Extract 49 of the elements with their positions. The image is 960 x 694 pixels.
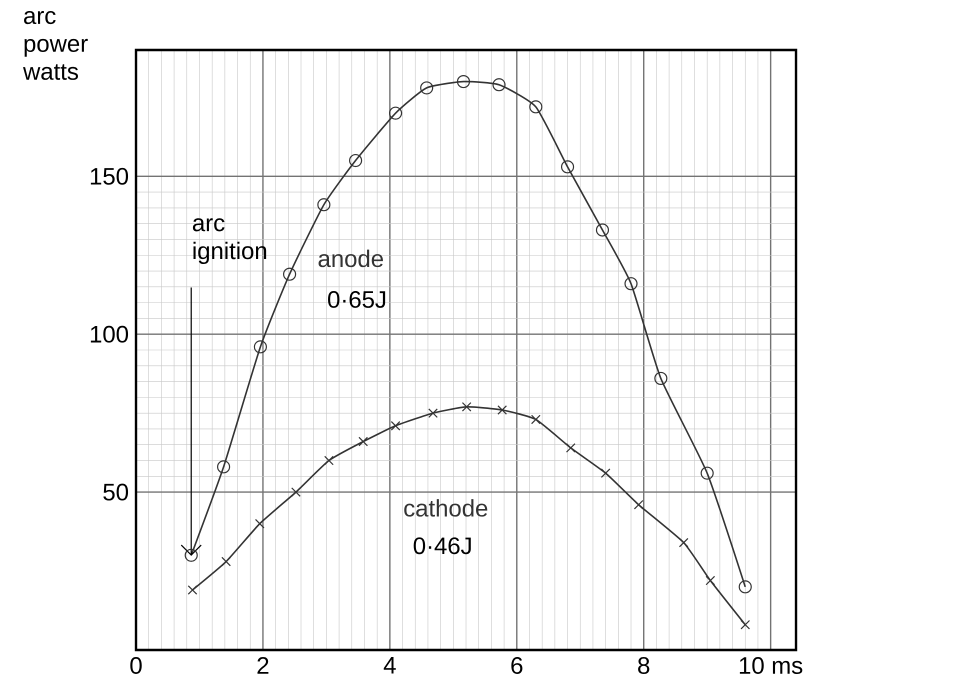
point	[560, 160, 574, 174]
point	[291, 487, 301, 497]
point	[349, 154, 362, 168]
y-tick-label: 50	[103, 484, 128, 501]
point	[738, 580, 752, 594]
point	[390, 420, 400, 431]
y-tick-label: 100	[90, 326, 128, 343]
x-tick-label: 10 ms	[740, 657, 802, 674]
point	[388, 106, 402, 120]
point	[530, 414, 541, 424]
point	[217, 460, 230, 474]
point	[428, 408, 438, 418]
point	[492, 78, 506, 92]
point	[596, 223, 610, 237]
y-tick-label: 150	[90, 168, 128, 185]
point	[358, 436, 368, 446]
point	[700, 466, 714, 480]
point	[634, 500, 644, 510]
point	[283, 268, 296, 281]
point	[497, 405, 508, 415]
point	[740, 620, 750, 630]
point	[462, 402, 472, 412]
point	[456, 75, 470, 88]
annotation: 0·46J	[414, 537, 471, 554]
point	[529, 100, 542, 114]
annotation: 0·65J	[328, 291, 386, 308]
point	[420, 81, 434, 94]
y-axis-title: arc power watts	[23, 11, 88, 80]
point	[317, 198, 330, 212]
point	[221, 556, 231, 566]
point	[324, 456, 334, 466]
point	[678, 538, 689, 548]
series-label: anode	[318, 250, 383, 268]
point	[188, 585, 198, 595]
x-tick-label: 0	[130, 657, 142, 674]
point	[566, 443, 576, 453]
point	[254, 518, 265, 529]
point	[184, 548, 198, 562]
point	[624, 277, 638, 290]
annotation: arc ignition	[192, 218, 266, 264]
point	[600, 468, 610, 478]
point	[706, 576, 716, 586]
point	[654, 372, 668, 385]
x-tick-label: 8	[638, 657, 650, 674]
point	[254, 340, 267, 354]
x-tick-label: 4	[384, 657, 396, 674]
x-tick-label: 6	[511, 657, 522, 674]
text: cathode	[404, 499, 488, 517]
x-tick-label: 2	[257, 657, 268, 674]
